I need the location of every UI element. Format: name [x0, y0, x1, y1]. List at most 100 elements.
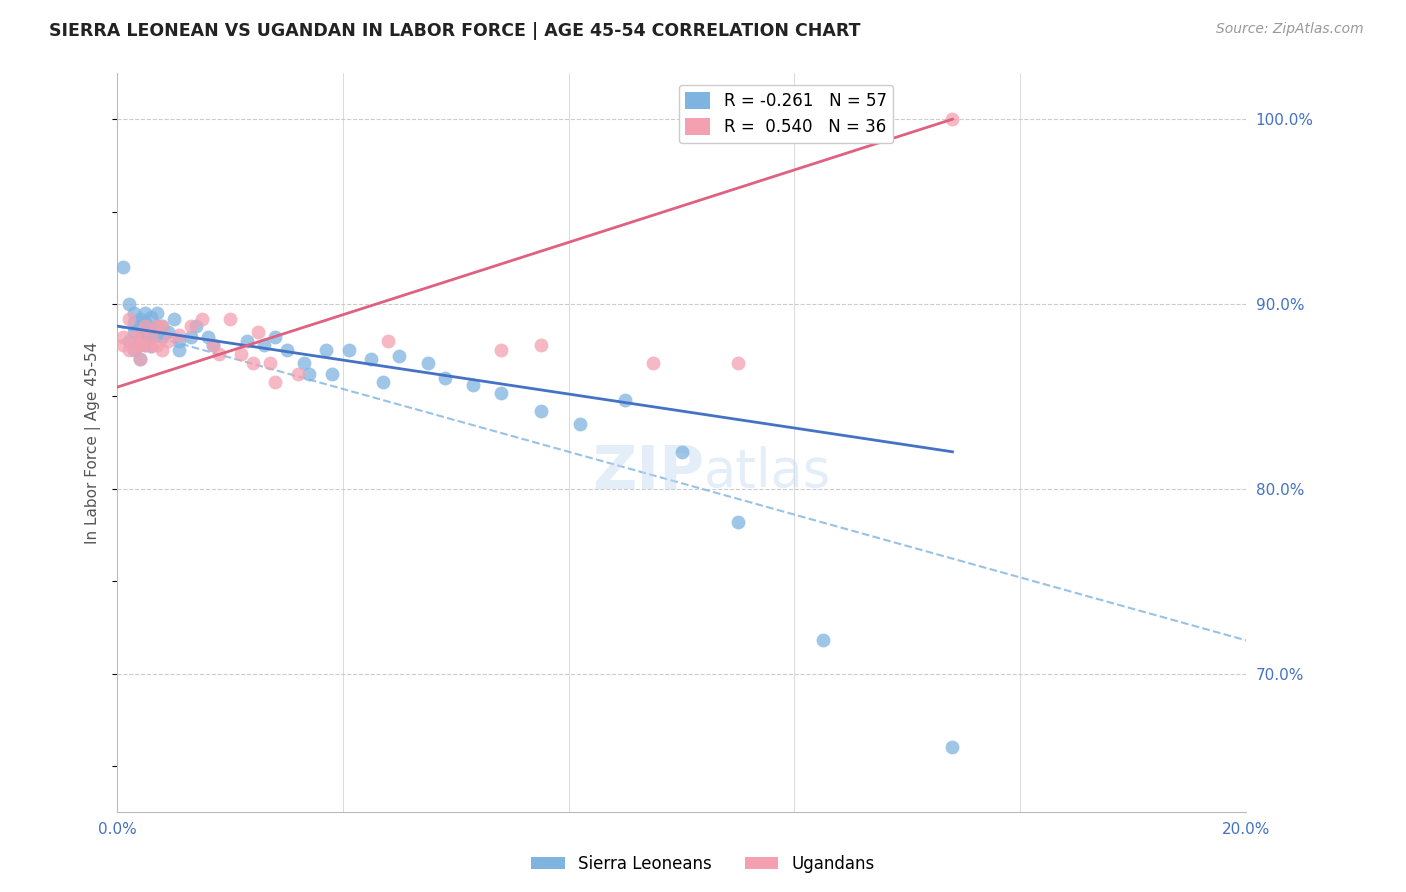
- Point: [134, 337, 156, 351]
- Point: [727, 356, 749, 370]
- Point: [146, 328, 169, 343]
- Point: [377, 334, 399, 348]
- Point: [139, 330, 162, 344]
- Point: [276, 343, 298, 358]
- Point: [134, 330, 156, 344]
- Point: [169, 328, 191, 343]
- Point: [186, 319, 208, 334]
- Point: [152, 319, 174, 334]
- Point: [134, 319, 156, 334]
- Point: [643, 356, 665, 370]
- Point: [139, 328, 162, 343]
- Point: [139, 339, 162, 353]
- Point: [388, 349, 411, 363]
- Point: [416, 356, 439, 370]
- Point: [727, 515, 749, 529]
- Point: [231, 347, 253, 361]
- Point: [614, 392, 637, 407]
- Point: [169, 343, 191, 358]
- Legend: R = -0.261   N = 57, R =  0.540   N = 36: R = -0.261 N = 57, R = 0.540 N = 36: [679, 85, 893, 143]
- Point: [122, 330, 145, 344]
- Point: [202, 337, 225, 351]
- Point: [298, 367, 321, 381]
- Point: [139, 310, 162, 324]
- Point: [433, 371, 456, 385]
- Point: [489, 343, 512, 358]
- Point: [134, 315, 156, 329]
- Point: [461, 378, 484, 392]
- Point: [208, 347, 231, 361]
- Point: [941, 112, 963, 127]
- Point: [146, 319, 169, 334]
- Point: [152, 343, 174, 358]
- Point: [337, 343, 360, 358]
- Point: [264, 330, 287, 344]
- Point: [163, 311, 186, 326]
- Y-axis label: In Labor Force | Age 45-54: In Labor Force | Age 45-54: [86, 342, 101, 544]
- Point: [111, 260, 134, 274]
- Point: [236, 334, 259, 348]
- Point: [529, 337, 551, 351]
- Point: [259, 356, 281, 370]
- Point: [191, 311, 214, 326]
- Point: [146, 319, 169, 334]
- Point: [941, 740, 963, 755]
- Point: [128, 330, 150, 344]
- Point: [197, 330, 219, 344]
- Point: [139, 321, 162, 335]
- Point: [202, 337, 225, 351]
- Point: [128, 352, 150, 367]
- Point: [139, 339, 162, 353]
- Point: [152, 330, 174, 344]
- Point: [253, 337, 276, 351]
- Point: [315, 343, 337, 358]
- Point: [321, 367, 343, 381]
- Point: [529, 404, 551, 418]
- Text: Source: ZipAtlas.com: Source: ZipAtlas.com: [1216, 22, 1364, 37]
- Point: [122, 325, 145, 339]
- Point: [287, 367, 309, 381]
- Point: [128, 337, 150, 351]
- Point: [242, 356, 264, 370]
- Point: [146, 337, 169, 351]
- Point: [128, 319, 150, 334]
- Point: [128, 337, 150, 351]
- Point: [117, 343, 139, 358]
- Point: [128, 311, 150, 326]
- Point: [122, 343, 145, 358]
- Point: [157, 325, 180, 339]
- Point: [569, 417, 592, 431]
- Point: [117, 334, 139, 348]
- Point: [128, 330, 150, 344]
- Point: [111, 330, 134, 344]
- Point: [489, 385, 512, 400]
- Point: [122, 341, 145, 355]
- Point: [117, 297, 139, 311]
- Point: [264, 375, 287, 389]
- Point: [360, 352, 382, 367]
- Point: [152, 319, 174, 334]
- Point: [169, 334, 191, 348]
- Point: [671, 445, 693, 459]
- Point: [134, 337, 156, 351]
- Point: [811, 633, 834, 648]
- Point: [180, 330, 202, 344]
- Point: [157, 334, 180, 348]
- Point: [117, 311, 139, 326]
- Point: [180, 319, 202, 334]
- Point: [134, 325, 156, 339]
- Point: [111, 337, 134, 351]
- Point: [371, 375, 394, 389]
- Text: atlas: atlas: [704, 446, 831, 498]
- Text: ZIP: ZIP: [592, 442, 704, 501]
- Point: [122, 306, 145, 320]
- Point: [134, 306, 156, 320]
- Point: [146, 306, 169, 320]
- Legend: Sierra Leoneans, Ugandans: Sierra Leoneans, Ugandans: [524, 848, 882, 880]
- Point: [292, 356, 315, 370]
- Point: [122, 315, 145, 329]
- Point: [219, 311, 242, 326]
- Point: [128, 352, 150, 367]
- Text: SIERRA LEONEAN VS UGANDAN IN LABOR FORCE | AGE 45-54 CORRELATION CHART: SIERRA LEONEAN VS UGANDAN IN LABOR FORCE…: [49, 22, 860, 40]
- Point: [247, 325, 270, 339]
